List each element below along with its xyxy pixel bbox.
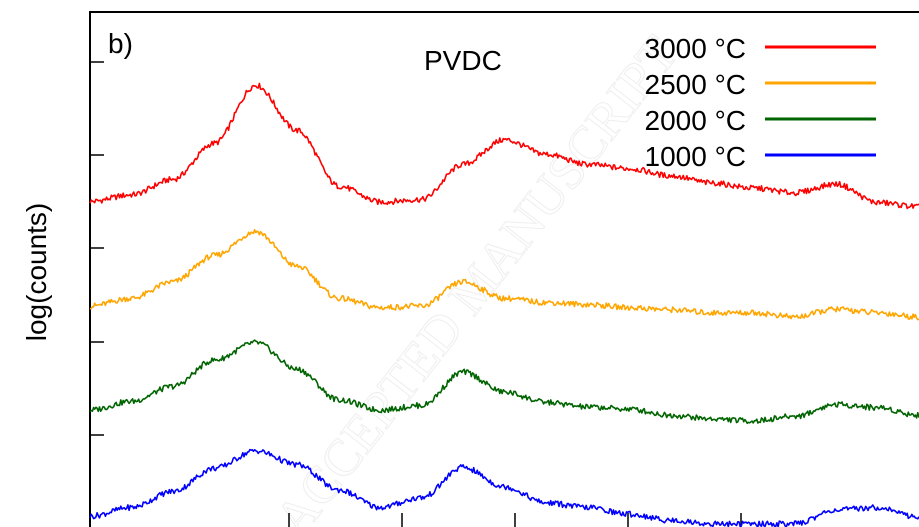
series-line-1000C <box>89 448 919 527</box>
watermark: ACCEPTED MANUSCRIPT <box>264 26 690 527</box>
legend-label: 3000 °C <box>645 33 747 64</box>
watermark-text: ACCEPTED MANUSCRIPT <box>265 26 690 527</box>
legend-label: 2500 °C <box>645 69 747 100</box>
chart-title: PVDC <box>424 45 502 76</box>
y-axis-label: log(counts) <box>21 203 52 342</box>
legend: 3000 °C 2500 °C 2000 °C 1000 °C <box>645 33 876 172</box>
series-line-2000C <box>89 339 919 425</box>
legend-label: 1000 °C <box>645 141 747 172</box>
series-line-3000C <box>89 82 919 210</box>
panel-label: b) <box>108 28 133 59</box>
plot-frame <box>89 11 919 527</box>
series-group <box>89 82 919 527</box>
legend-label: 2000 °C <box>645 105 747 136</box>
series-line-2500C <box>89 229 919 321</box>
